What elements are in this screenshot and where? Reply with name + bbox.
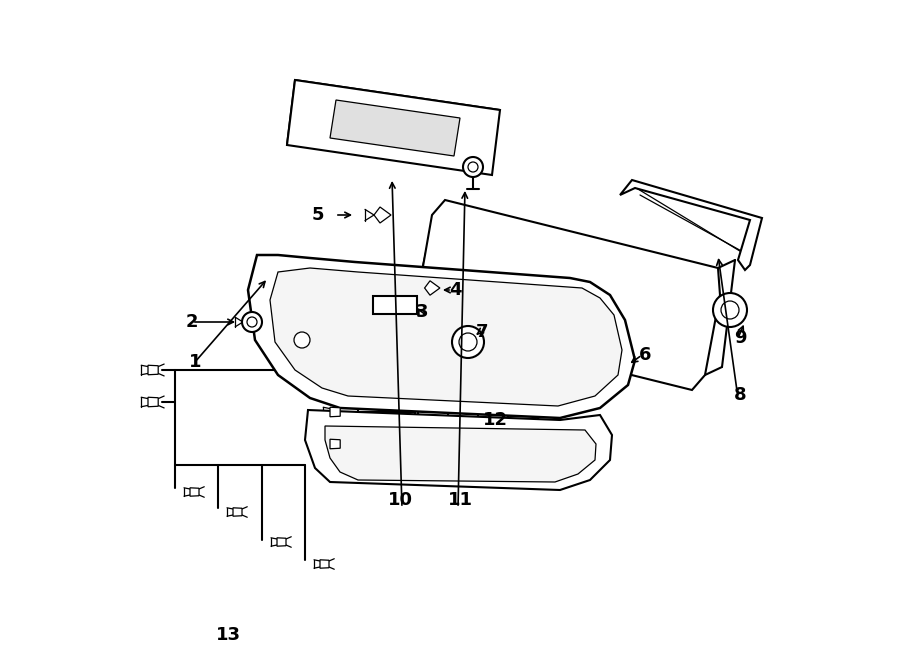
Text: 1: 1 <box>189 353 202 371</box>
Polygon shape <box>248 255 635 418</box>
Polygon shape <box>330 407 340 416</box>
Circle shape <box>242 312 262 332</box>
Circle shape <box>463 157 483 177</box>
Polygon shape <box>330 100 460 156</box>
Text: 13: 13 <box>215 626 240 644</box>
Polygon shape <box>425 281 440 295</box>
Polygon shape <box>374 207 391 223</box>
Circle shape <box>468 162 478 172</box>
Text: 4: 4 <box>449 281 461 299</box>
Text: 12: 12 <box>482 411 508 429</box>
Circle shape <box>721 301 739 319</box>
Text: 10: 10 <box>388 491 412 509</box>
Polygon shape <box>277 538 286 546</box>
Text: 3: 3 <box>416 303 428 321</box>
Text: 11: 11 <box>447 491 473 509</box>
Text: 2: 2 <box>185 313 198 331</box>
Polygon shape <box>620 180 762 270</box>
Polygon shape <box>287 80 500 175</box>
Polygon shape <box>325 426 596 482</box>
Circle shape <box>713 293 747 327</box>
Polygon shape <box>330 440 340 449</box>
Polygon shape <box>243 315 257 329</box>
Polygon shape <box>418 200 720 390</box>
Circle shape <box>294 332 310 348</box>
Polygon shape <box>305 410 612 490</box>
Circle shape <box>247 317 257 327</box>
Polygon shape <box>233 508 242 516</box>
Circle shape <box>452 326 484 358</box>
Polygon shape <box>148 397 158 407</box>
Polygon shape <box>270 268 622 406</box>
Polygon shape <box>148 366 158 375</box>
Bar <box>373 296 417 314</box>
Text: 7: 7 <box>476 323 488 341</box>
Text: 5: 5 <box>311 206 324 224</box>
Polygon shape <box>320 560 329 568</box>
Text: 9: 9 <box>734 329 746 347</box>
Polygon shape <box>190 488 199 496</box>
Circle shape <box>459 333 477 351</box>
Text: 8: 8 <box>734 386 746 404</box>
Text: 6: 6 <box>639 346 652 364</box>
